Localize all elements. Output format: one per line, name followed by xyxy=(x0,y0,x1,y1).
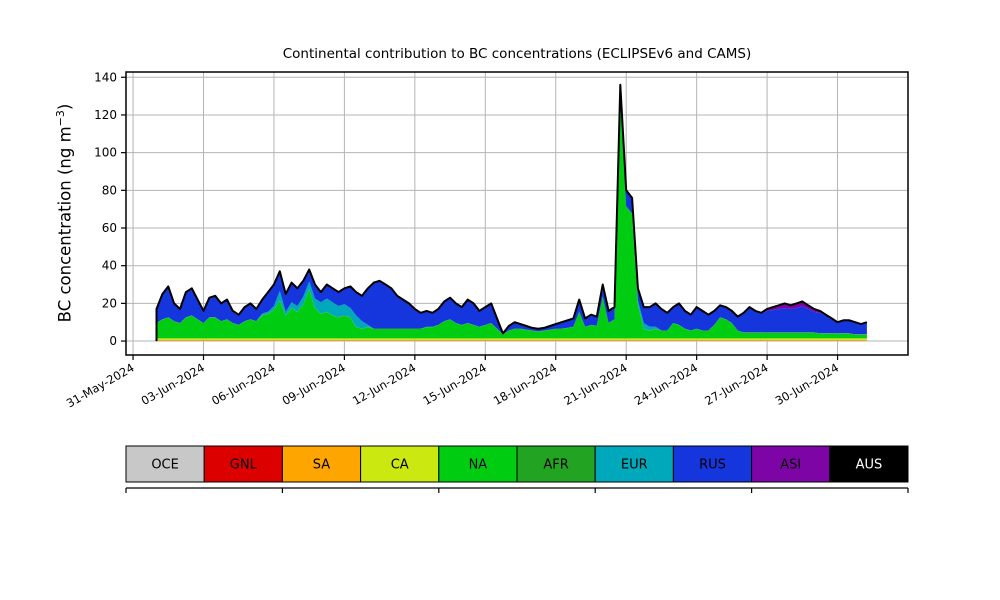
legend-swatch-NA xyxy=(438,445,518,483)
legend-label-CA: CA xyxy=(391,458,409,473)
y-tick-label: 120 xyxy=(94,108,117,122)
legend-swatch-AFR xyxy=(516,445,596,483)
y-tick-label: 40 xyxy=(102,259,117,273)
legend-label-AUS: AUS xyxy=(856,458,883,473)
x-tick-label: 21-Jun-2024 xyxy=(561,360,629,408)
legend-swatch-ASI xyxy=(751,445,831,483)
area-series-CA xyxy=(156,338,867,340)
chart-title: Continental contribution to BC concentra… xyxy=(282,46,752,62)
y-axis-label-superscript: −3 xyxy=(53,110,67,127)
y-tick-label: 80 xyxy=(102,183,117,197)
legend-swatch-RUS xyxy=(672,445,753,483)
area-series-SA xyxy=(156,339,867,341)
y-tick-label: 60 xyxy=(102,221,117,235)
y-tick-label: 20 xyxy=(102,296,117,310)
y-tick-label: 100 xyxy=(94,146,117,160)
legend-label-EUR: EUR xyxy=(621,458,648,473)
x-tick-label: 30-Jun-2024 xyxy=(773,360,841,408)
legend-label-GNL: GNL xyxy=(230,458,258,473)
legend-label-ASI: ASI xyxy=(780,458,801,473)
legend-swatch-GNL xyxy=(203,445,283,483)
area-series-RUS xyxy=(156,84,867,335)
legend-swatch-AUS xyxy=(829,445,909,483)
legend-label-OCE: OCE xyxy=(151,458,179,473)
x-tick-label: 18-Jun-2024 xyxy=(491,360,559,408)
y-tick-label: 0 xyxy=(109,334,117,348)
y-axis-label-close: ) xyxy=(55,103,75,111)
x-tick-label: 03-Jun-2024 xyxy=(139,360,207,408)
legend-label-SA: SA xyxy=(313,458,330,473)
y-tick-label: 140 xyxy=(94,70,117,84)
axes-frame xyxy=(125,71,909,356)
y-axis-label-text: BC concentration (ng m xyxy=(55,126,75,323)
legend-swatch-SA xyxy=(281,445,362,483)
x-tick-label: 12-Jun-2024 xyxy=(350,360,418,408)
legend-label-NA: NA xyxy=(469,458,488,473)
x-tick-label: 27-Jun-2024 xyxy=(702,360,770,408)
legend-label-RUS: RUS xyxy=(699,458,726,473)
x-tick-label: 06-Jun-2024 xyxy=(209,360,277,408)
x-tick-label: 09-Jun-2024 xyxy=(280,360,348,408)
y-axis-label: BC concentration (ng m−3) xyxy=(54,104,75,323)
x-tick-label: 15-Jun-2024 xyxy=(420,360,488,408)
legend-swatch-EUR xyxy=(594,445,674,483)
area-series-AUS xyxy=(156,84,867,334)
x-tick-label: 24-Jun-2024 xyxy=(632,360,700,408)
legend-swatch-CA xyxy=(360,445,440,483)
area-series-ASI xyxy=(156,84,867,334)
x-tick-label: 31-May-2024 xyxy=(64,360,137,410)
legend-swatch-OCE xyxy=(125,445,205,483)
legend-label-AFR: AFR xyxy=(543,458,568,473)
total-concentration-line xyxy=(155,83,868,342)
